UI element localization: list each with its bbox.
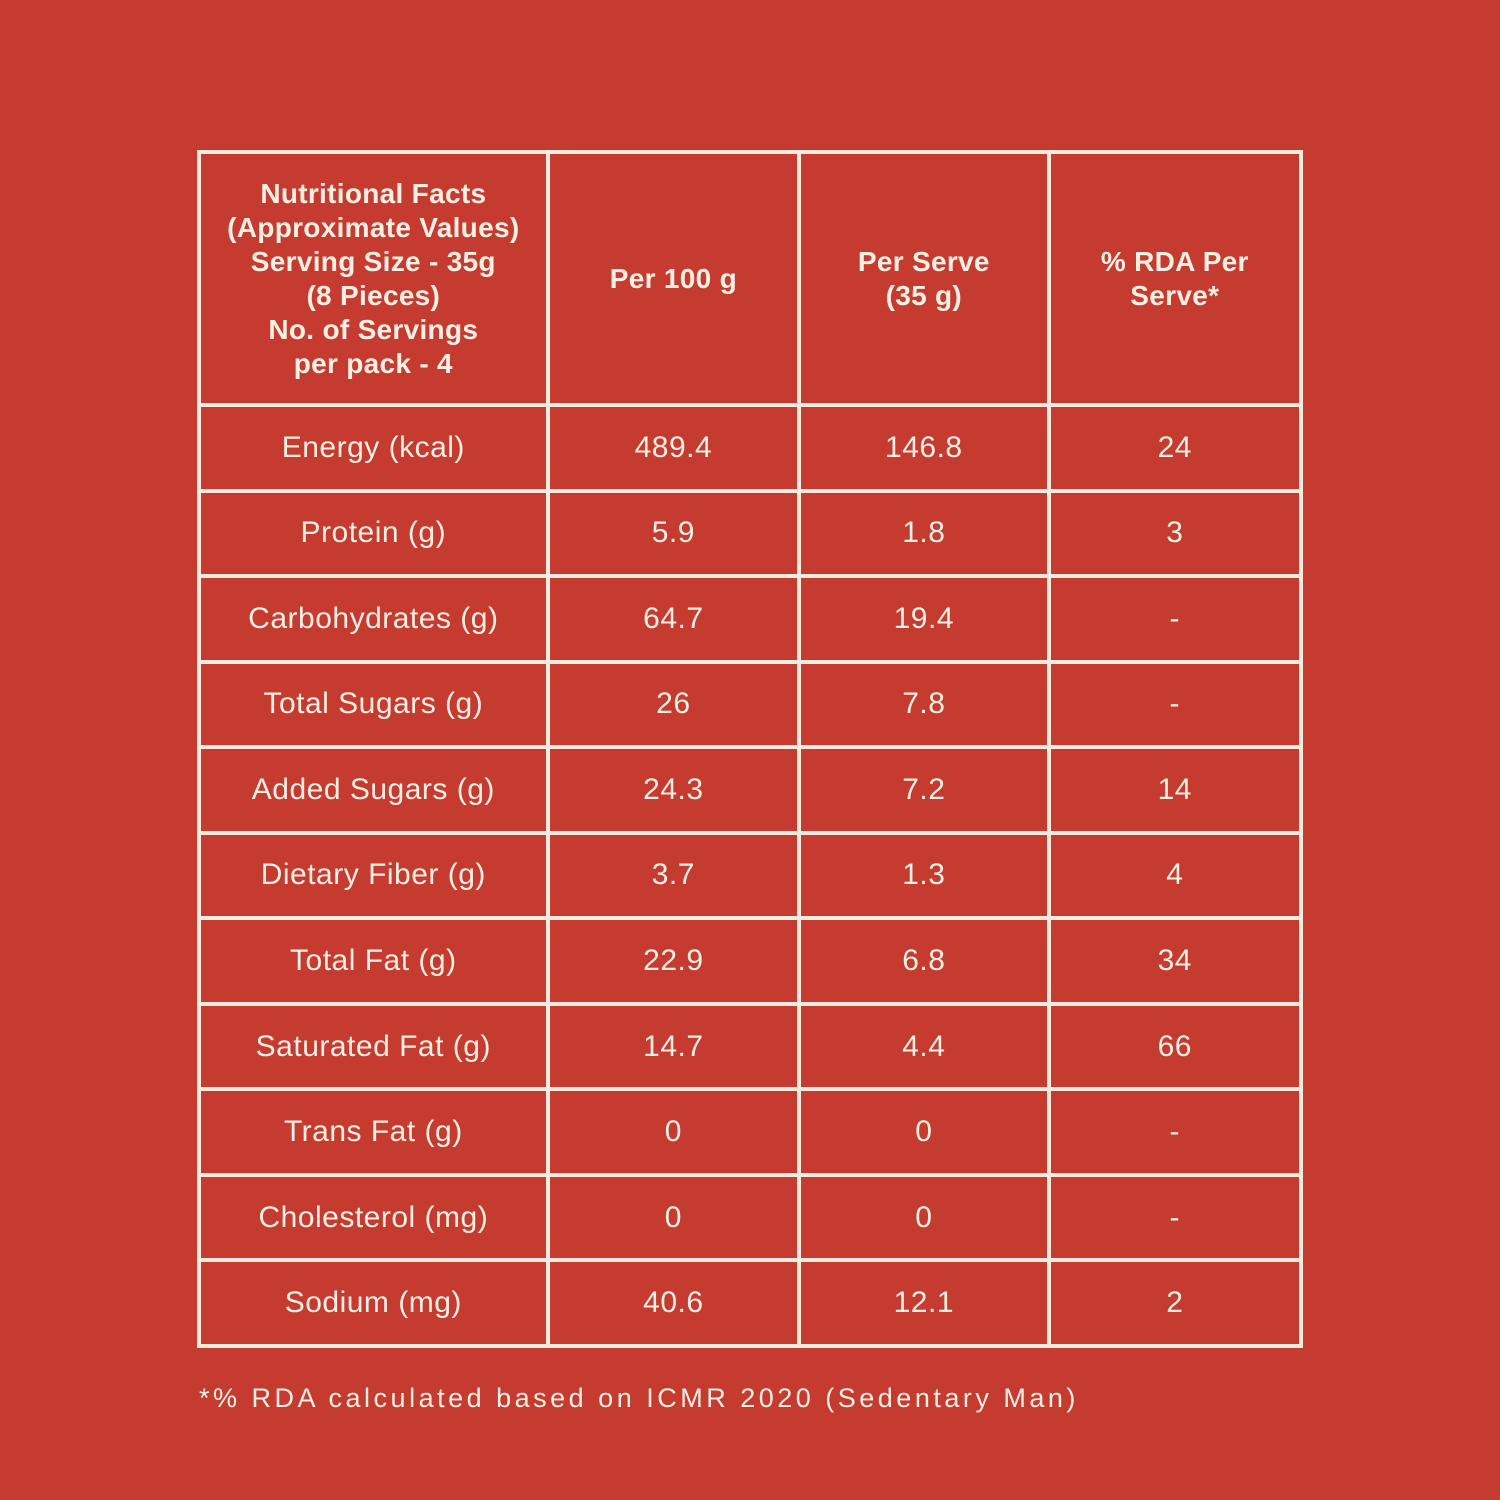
row-rda: -	[1050, 1091, 1299, 1173]
row-rda: -	[1050, 663, 1299, 746]
row-rda: 3	[1050, 492, 1299, 575]
row-rda: 4	[1050, 834, 1299, 917]
row-per-serve: 7.2	[801, 749, 1047, 831]
row-per-100g: 3.7	[549, 834, 798, 917]
header-cell-per-100g: Per 100 g	[549, 154, 798, 403]
row-label: Carbohydrates (g)	[201, 578, 546, 660]
row-per-100g: 14.7	[549, 1005, 798, 1088]
row-per-100g: 22.9	[549, 920, 798, 1002]
row-per-100g: 26	[549, 663, 798, 746]
row-per-serve: 12.1	[801, 1262, 1047, 1344]
row-per-serve: 0	[801, 1176, 1047, 1259]
nutrition-facts-table: Nutritional Facts (Approximate Values) S…	[197, 150, 1303, 1348]
row-label: Added Sugars (g)	[201, 749, 546, 831]
header-rda-line: Serve*	[1130, 279, 1220, 311]
row-per-serve: 1.3	[801, 834, 1047, 917]
row-per-serve: 4.4	[801, 1005, 1047, 1088]
row-label: Energy (kcal)	[201, 407, 546, 489]
header-rda-line: % RDA Per	[1100, 245, 1249, 277]
row-per-100g: 0	[549, 1176, 798, 1259]
row-per-100g: 489.4	[549, 407, 798, 489]
row-per-serve: 7.8	[801, 663, 1047, 746]
header-per-serve-line: Per Serve	[857, 245, 990, 277]
header-title-line: per pack - 4	[293, 347, 453, 379]
row-label: Trans Fat (g)	[201, 1091, 546, 1173]
header-per-serve-line: (35 g)	[885, 279, 963, 311]
header-cell-title: Nutritional Facts (Approximate Values) S…	[201, 154, 546, 403]
row-per-100g: 64.7	[549, 578, 798, 660]
header-cell-rda: % RDA Per Serve*	[1050, 154, 1299, 403]
row-label: Sodium (mg)	[201, 1262, 546, 1344]
row-per-100g: 24.3	[549, 749, 798, 831]
row-label: Dietary Fiber (g)	[201, 834, 546, 917]
row-rda: -	[1050, 578, 1299, 660]
row-rda: 34	[1050, 920, 1299, 1002]
row-rda: 14	[1050, 749, 1299, 831]
row-rda: 24	[1050, 407, 1299, 489]
row-label: Protein (g)	[201, 492, 546, 575]
row-label: Saturated Fat (g)	[201, 1005, 546, 1088]
row-per-100g: 5.9	[549, 492, 798, 575]
row-per-serve: 6.8	[801, 920, 1047, 1002]
header-title-line: (8 Pieces)	[306, 279, 441, 311]
row-per-100g: 40.6	[549, 1262, 798, 1344]
row-rda: 66	[1050, 1005, 1299, 1088]
header-cell-per-serve: Per Serve (35 g)	[801, 154, 1047, 403]
header-title-line: Nutritional Facts	[260, 177, 487, 209]
header-title-line: No. of Servings	[268, 313, 479, 345]
row-per-serve: 1.8	[801, 492, 1047, 575]
row-per-serve: 19.4	[801, 578, 1047, 660]
row-label: Cholesterol (mg)	[201, 1176, 546, 1259]
row-label: Total Fat (g)	[201, 920, 546, 1002]
row-per-serve: 0	[801, 1091, 1047, 1173]
row-per-serve: 146.8	[801, 407, 1047, 489]
row-rda: 2	[1050, 1262, 1299, 1344]
header-title-line: Serving Size - 35g	[250, 245, 496, 277]
row-per-100g: 0	[549, 1091, 798, 1173]
rda-footnote: *% RDA calculated based on ICMR 2020 (Se…	[199, 1383, 1079, 1413]
row-label: Total Sugars (g)	[201, 663, 546, 746]
header-title-line: (Approximate Values)	[227, 211, 520, 243]
row-rda: -	[1050, 1176, 1299, 1259]
